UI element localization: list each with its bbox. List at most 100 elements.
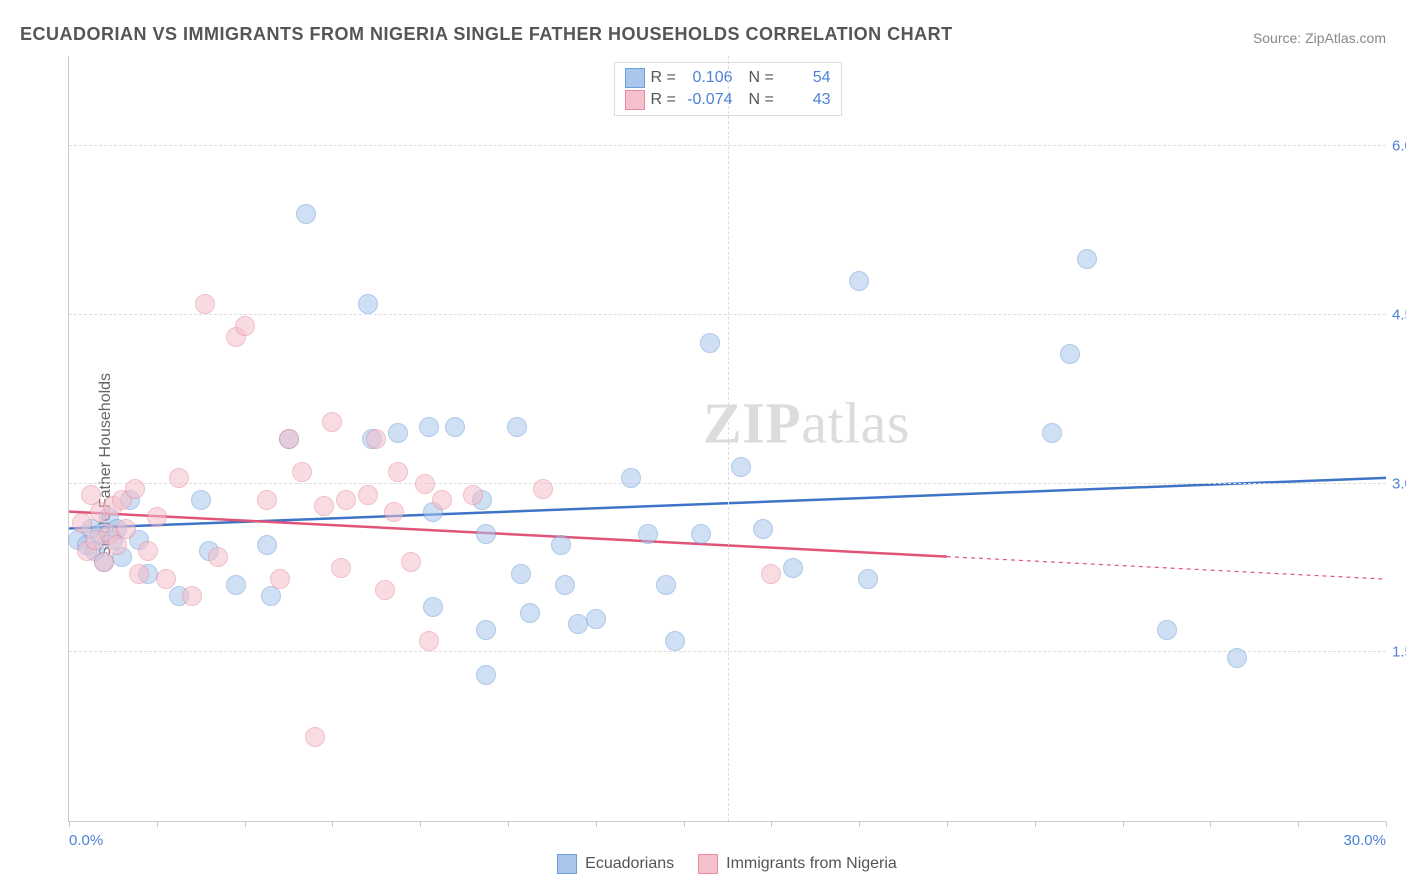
series-legend: Ecuadorians Immigrants from Nigeria xyxy=(68,854,1386,874)
x-tick-mark xyxy=(947,821,948,827)
x-tick-mark xyxy=(332,821,333,827)
data-point xyxy=(195,294,215,314)
gridline-v xyxy=(728,56,729,821)
data-point xyxy=(226,575,246,595)
legend-label-0: Ecuadorians xyxy=(585,855,674,873)
data-point xyxy=(375,580,395,600)
x-tick-mark xyxy=(1210,821,1211,827)
x-tick-mark xyxy=(1386,821,1387,827)
data-point xyxy=(656,575,676,595)
y-tick-label: 6.0% xyxy=(1392,138,1406,155)
data-point xyxy=(125,479,145,499)
data-point xyxy=(1157,620,1177,640)
data-point xyxy=(191,490,211,510)
r-label: R = xyxy=(651,67,677,89)
data-point xyxy=(849,271,869,291)
data-point xyxy=(358,294,378,314)
data-point xyxy=(731,457,751,477)
data-point xyxy=(1227,648,1247,668)
data-point xyxy=(257,490,277,510)
data-point xyxy=(94,552,114,572)
x-tick-mark xyxy=(859,821,860,827)
data-point xyxy=(129,564,149,584)
data-point xyxy=(1077,249,1097,269)
data-point xyxy=(753,519,773,539)
data-point xyxy=(586,609,606,629)
source-link[interactable]: ZipAtlas.com xyxy=(1305,30,1386,46)
data-point xyxy=(551,535,571,555)
legend-label-1: Immigrants from Nigeria xyxy=(726,855,897,873)
data-point xyxy=(1060,344,1080,364)
data-point xyxy=(270,569,290,589)
n-label: N = xyxy=(749,89,775,111)
x-tick-mark xyxy=(684,821,685,827)
x-tick-mark xyxy=(1123,821,1124,827)
data-point xyxy=(314,496,334,516)
data-point xyxy=(432,490,452,510)
source-attribution: Source: ZipAtlas.com xyxy=(1253,30,1386,46)
data-point xyxy=(423,597,443,617)
data-point xyxy=(322,412,342,432)
data-point xyxy=(476,620,496,640)
data-point xyxy=(761,564,781,584)
data-point xyxy=(257,535,277,555)
r-label: R = xyxy=(651,89,677,111)
x-tick-mark xyxy=(1035,821,1036,827)
data-point xyxy=(511,564,531,584)
data-point xyxy=(331,558,351,578)
data-point xyxy=(401,552,421,572)
n-label: N = xyxy=(749,67,775,89)
data-point xyxy=(156,569,176,589)
source-prefix: Source: xyxy=(1253,30,1305,46)
x-tick-mark xyxy=(245,821,246,827)
legend-swatch-nigeria xyxy=(698,854,718,874)
data-point xyxy=(296,204,316,224)
data-point xyxy=(279,429,299,449)
data-point xyxy=(147,507,167,527)
n-value-1: 43 xyxy=(781,89,831,111)
x-tick-mark xyxy=(420,821,421,827)
data-point xyxy=(235,316,255,336)
x-tick-mark xyxy=(508,821,509,827)
data-point xyxy=(507,417,527,437)
x-tick-mark xyxy=(69,821,70,827)
watermark: ZIPatlas xyxy=(703,390,910,457)
data-point xyxy=(665,631,685,651)
data-point xyxy=(138,541,158,561)
data-point xyxy=(72,513,92,533)
x-axis-min-label: 0.0% xyxy=(69,832,103,849)
chart-container: Single Father Households ZIPatlas R = 0.… xyxy=(20,56,1386,874)
watermark-rest: atlas xyxy=(801,391,910,456)
legend-item-0: Ecuadorians xyxy=(557,854,674,874)
chart-title: ECUADORIAN VS IMMIGRANTS FROM NIGERIA SI… xyxy=(20,24,953,45)
y-tick-label: 3.0% xyxy=(1392,475,1406,492)
x-tick-mark xyxy=(157,821,158,827)
data-point xyxy=(691,524,711,544)
data-point xyxy=(358,485,378,505)
x-tick-mark xyxy=(1298,821,1299,827)
data-point xyxy=(419,417,439,437)
y-tick-label: 4.5% xyxy=(1392,306,1406,323)
data-point xyxy=(208,547,228,567)
data-point xyxy=(419,631,439,651)
data-point xyxy=(520,603,540,623)
data-point xyxy=(169,468,189,488)
data-point xyxy=(388,462,408,482)
data-point xyxy=(366,429,386,449)
legend-swatch-ecuadorians xyxy=(557,854,577,874)
data-point xyxy=(621,468,641,488)
r-value-1: -0.074 xyxy=(683,89,733,111)
plot-area: ZIPatlas R = 0.106 N = 54 R = -0.074 N =… xyxy=(68,56,1386,822)
data-point xyxy=(182,586,202,606)
data-point xyxy=(305,727,325,747)
y-tick-label: 1.5% xyxy=(1392,644,1406,661)
data-point xyxy=(533,479,553,499)
data-point xyxy=(292,462,312,482)
n-value-0: 54 xyxy=(781,67,831,89)
legend-item-1: Immigrants from Nigeria xyxy=(698,854,897,874)
data-point xyxy=(858,569,878,589)
data-point xyxy=(384,502,404,522)
data-point xyxy=(445,417,465,437)
data-point xyxy=(476,665,496,685)
data-point xyxy=(555,575,575,595)
